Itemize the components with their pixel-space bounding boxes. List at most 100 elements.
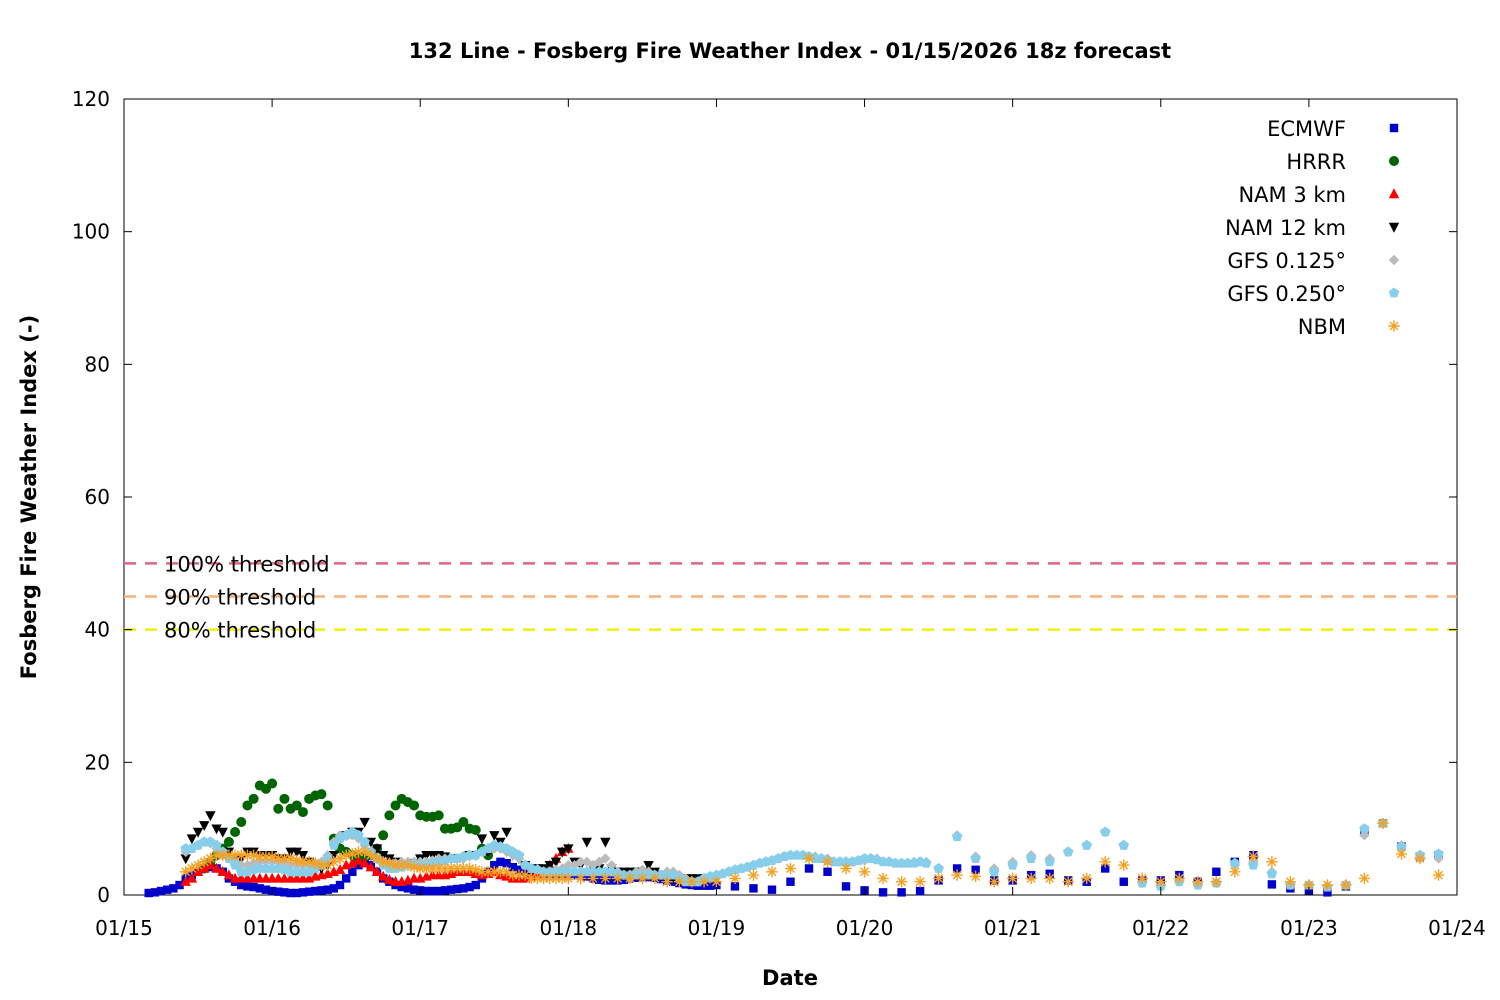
gfs-0-250-point — [359, 836, 370, 847]
nbm-point — [821, 856, 834, 868]
ecmwf-point — [150, 888, 160, 897]
nam-12-km-point — [192, 827, 204, 838]
90-threshold-label: 90% threshold — [164, 586, 316, 610]
nbm-point — [988, 876, 1000, 888]
y-tick-label: 20 — [85, 750, 110, 774]
gfs-0-250-point — [1118, 839, 1129, 850]
nbm-point — [204, 852, 217, 865]
nbm-point — [612, 872, 624, 885]
nam-12-km-point — [291, 847, 302, 858]
gfs-0-125-point — [1433, 853, 1444, 864]
legend-label-ecmwf: ECMWF — [1267, 117, 1346, 141]
nam-12-km-point — [359, 817, 370, 828]
ecmwf-point — [471, 880, 480, 890]
ecmwf-point — [804, 864, 814, 873]
ecmwf-point — [440, 886, 450, 895]
gfs-0-250-point — [1007, 859, 1018, 870]
nbm-point — [1358, 872, 1371, 885]
nbm-point — [1192, 876, 1204, 888]
hrrr-point — [470, 824, 481, 835]
ecmwf-point — [453, 884, 462, 894]
nbm-point — [1081, 872, 1093, 885]
100-threshold-label: 100% threshold — [164, 552, 330, 576]
nam-12-km-point — [643, 860, 654, 871]
ecmwf-point — [915, 886, 925, 896]
nam-12-km-point — [556, 847, 568, 858]
ecmwf-point — [1212, 867, 1221, 876]
nam-12-km-point — [550, 857, 562, 868]
hrrr-point — [273, 803, 284, 814]
nbm-point — [587, 872, 599, 885]
nbm-point — [599, 872, 612, 885]
nbm-point — [278, 852, 291, 865]
hrrr-point — [316, 789, 327, 800]
x-axis-label: Date — [762, 966, 818, 990]
gfs-0-250-point — [1248, 859, 1259, 870]
nbm-point — [951, 869, 963, 881]
hrrr-point — [433, 810, 444, 821]
x-tick-label: 01/16 — [243, 916, 301, 940]
x-tick-label: 01/17 — [391, 916, 449, 940]
ecmwf-point — [594, 875, 604, 884]
ecmwf-point — [422, 886, 431, 896]
ecmwf-point — [237, 880, 246, 890]
nam-3-km-point — [180, 876, 191, 886]
hrrr-point — [279, 793, 290, 804]
axis-ticks: 01/15 01/16 01/17 01/18 01/19 01/20 01/21 01/22… — [72, 87, 1486, 940]
nbm-point — [1247, 850, 1259, 863]
nbm-point — [210, 849, 223, 861]
nam-3-km-point — [371, 866, 383, 876]
legend-label-gfs-0-125: GFS 0.125° — [1227, 249, 1346, 273]
x-tick-label: 01/19 — [688, 916, 746, 940]
nam-3-km-point — [217, 866, 228, 876]
ecmwf-point — [823, 867, 832, 876]
ecmwf-point — [607, 876, 616, 885]
ecmwf-point — [434, 886, 443, 896]
nbm-point — [803, 852, 815, 865]
nbm-point — [328, 856, 340, 868]
nbm-point — [482, 866, 494, 878]
y-tick-label: 120 — [72, 87, 110, 111]
nbm-point — [624, 872, 636, 885]
nbm-point — [463, 862, 476, 875]
x-tick-label: 01/22 — [1132, 916, 1190, 940]
nbm-point — [1432, 869, 1445, 881]
nbm-point — [500, 866, 513, 878]
ecmwf-point — [274, 887, 283, 896]
nbm-point — [1044, 872, 1056, 885]
hrrr-point — [384, 810, 395, 821]
gfs-0-250-point — [322, 853, 333, 863]
ecmwf-point — [403, 884, 413, 893]
nbm-point — [698, 876, 710, 888]
nbm-point — [531, 872, 544, 885]
nbm-point — [186, 862, 198, 875]
nbm-point — [1173, 872, 1185, 885]
nbm-point — [426, 862, 439, 875]
ecmwf-point — [335, 880, 345, 890]
nbm-point — [1284, 876, 1297, 888]
nbm-point — [340, 849, 352, 861]
nbm-point — [747, 869, 760, 881]
hrrr-point — [223, 836, 234, 847]
ecmwf-point — [767, 885, 777, 894]
nbm-point — [1414, 852, 1426, 865]
gfs-0-125-point — [1359, 830, 1370, 841]
nbm-point — [408, 861, 420, 873]
series-nbm — [180, 817, 1445, 891]
gfs-0-250-point — [970, 853, 981, 863]
nbm-point — [525, 872, 537, 885]
gfs-0-125-point — [563, 859, 574, 871]
nbm-point — [180, 866, 192, 878]
nam-12-km-point — [297, 851, 309, 861]
ecmwf-point — [502, 858, 511, 868]
nbm-point — [389, 859, 402, 871]
nbm-point — [895, 876, 908, 888]
nbm-point — [729, 872, 741, 885]
nbm-point — [1136, 872, 1148, 885]
nbm-point — [260, 850, 272, 863]
y-tick-label: 80 — [85, 352, 110, 376]
hrrr-point — [409, 800, 420, 811]
nbm-point — [1321, 879, 1334, 891]
nbm-point — [457, 862, 470, 875]
nam-3-km-point — [365, 861, 377, 872]
